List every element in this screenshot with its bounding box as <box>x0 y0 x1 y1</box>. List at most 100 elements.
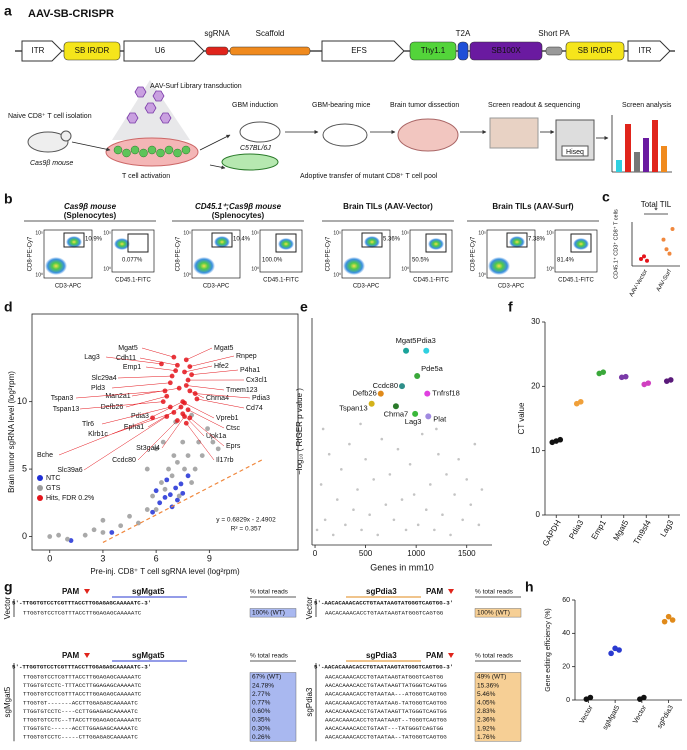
workflow-label: Hiseq <box>566 149 584 156</box>
data-point <box>169 373 175 379</box>
read-percent: 15.36% <box>477 682 499 689</box>
read-percent: 2.36% <box>477 717 496 724</box>
data-point <box>153 488 159 494</box>
read-sequence: AACACAAACACCTGTAATAA--TATGGGTCAGTGG <box>325 734 447 741</box>
data-point <box>368 400 375 407</box>
y-tick-label: 20 <box>562 664 570 671</box>
read-percent: 2.83% <box>477 708 496 715</box>
tick-label: 10⁵ <box>183 230 191 236</box>
read-sequence: TTGGTGTCCTCGTTTACCTTGGAGAGCAAAAATC <box>23 691 142 698</box>
data-point <box>412 410 419 417</box>
data-point <box>199 453 205 458</box>
read-percent: 0.35% <box>252 717 271 724</box>
gene-label: Eprs <box>226 443 241 450</box>
panel-letter: e <box>300 299 308 315</box>
x-tick-label: 1000 <box>407 549 425 558</box>
gate-percent: 81.4% <box>557 258 575 264</box>
data-point <box>608 650 614 657</box>
gene-label: Pde5a <box>421 364 444 373</box>
data-point <box>420 432 424 436</box>
data-point <box>185 453 191 458</box>
pam-label: PAM <box>426 651 444 660</box>
construct-label: Scaffold <box>256 29 285 38</box>
data-point <box>403 347 410 354</box>
axis-label: Brain tumor sgRNA level (log²rpm) <box>7 371 16 493</box>
chart-title: Total TIL <box>641 200 672 209</box>
illustration <box>181 145 191 155</box>
gene-label: Pld3 <box>91 385 105 392</box>
data-point <box>461 518 464 522</box>
construct-label: Thy1.1 <box>421 46 446 55</box>
leader-line <box>184 402 215 419</box>
legend-marker <box>37 475 43 481</box>
read-sequence: TTGGTGTCCTC----CCTTGGAGAGCAAAAATC <box>23 708 138 715</box>
tick-label: 10⁵ <box>333 230 341 236</box>
read-percent: 24.78% <box>252 682 274 689</box>
illustration <box>126 112 139 124</box>
leader-line <box>182 413 205 437</box>
workflow-label: C57BL/6J <box>240 145 271 152</box>
data-point <box>616 647 622 653</box>
data-point <box>372 478 375 481</box>
data-point <box>171 453 177 458</box>
axis-label: Gene editing efficiency (%) <box>545 608 552 692</box>
flow-plot <box>409 229 453 273</box>
x-tick-label: 0 <box>47 553 52 563</box>
axis-label: CD8-PE-Cy7 <box>471 236 477 271</box>
data-point <box>665 613 672 620</box>
leader-line <box>147 406 182 428</box>
illustration <box>322 123 368 147</box>
data-point <box>323 518 327 522</box>
data-point <box>210 439 216 445</box>
data-point <box>396 447 400 451</box>
workflow-label: GBM induction <box>232 102 278 109</box>
guide-label: sgMgat5 <box>132 587 165 596</box>
data-point <box>400 498 404 501</box>
data-point <box>368 513 371 517</box>
leader-line <box>83 416 167 471</box>
data-point <box>473 442 477 446</box>
gate <box>570 233 592 253</box>
illustration <box>397 118 459 152</box>
data-point <box>348 442 351 446</box>
pam-label: PAM <box>426 587 444 596</box>
gene-label: Upk1a <box>206 433 226 440</box>
gate <box>211 232 233 248</box>
construct-label: T2A <box>456 29 471 38</box>
illustration <box>625 124 631 172</box>
leader-line <box>137 420 178 461</box>
data-point <box>150 493 155 499</box>
gene-label: Defb26 <box>353 389 377 398</box>
illustration <box>221 153 279 171</box>
read-percent: 0.60% <box>252 708 271 715</box>
gene-label: Mgat5 <box>396 336 417 345</box>
workflow-label: Cas9β mouse <box>30 160 73 167</box>
y-tick-label: 0 <box>566 697 570 704</box>
leader-line <box>189 355 235 367</box>
read-sequence: TTGGTGTCCTC-----CTTGGAGAGCAAAAATC <box>23 734 138 741</box>
data-point <box>327 452 331 456</box>
plot-frame <box>31 313 299 551</box>
gene-label: Pdia3 <box>252 395 270 402</box>
guide-label: sgPdia3 <box>366 651 397 660</box>
data-point <box>56 532 61 538</box>
read-percent: 100% (WT) <box>252 610 285 617</box>
tick-label: 10⁵ <box>546 230 554 236</box>
leader-line <box>191 369 239 375</box>
gene-label: Bche <box>37 452 53 459</box>
gene-label: Lag3 <box>84 354 100 361</box>
axis-label: Genes in mm10 <box>370 562 434 572</box>
data-point <box>364 457 367 461</box>
illustration <box>652 120 658 172</box>
cut-site <box>448 589 454 594</box>
y-tick-label: 0 <box>536 510 541 519</box>
illustration <box>152 90 165 102</box>
read-sequence: AACACAAACACCTGTAAT---TATGGGTCAGTGG <box>325 725 444 732</box>
panel-letter: h <box>525 579 534 595</box>
y-tick-label: 60 <box>562 597 570 604</box>
workflow-label: T cell activation <box>122 173 170 180</box>
gate <box>275 233 297 253</box>
axis-label: CD8-PE-Cy7 <box>28 236 34 271</box>
data-point <box>414 373 421 380</box>
tick-label: 10⁰ <box>401 266 409 272</box>
